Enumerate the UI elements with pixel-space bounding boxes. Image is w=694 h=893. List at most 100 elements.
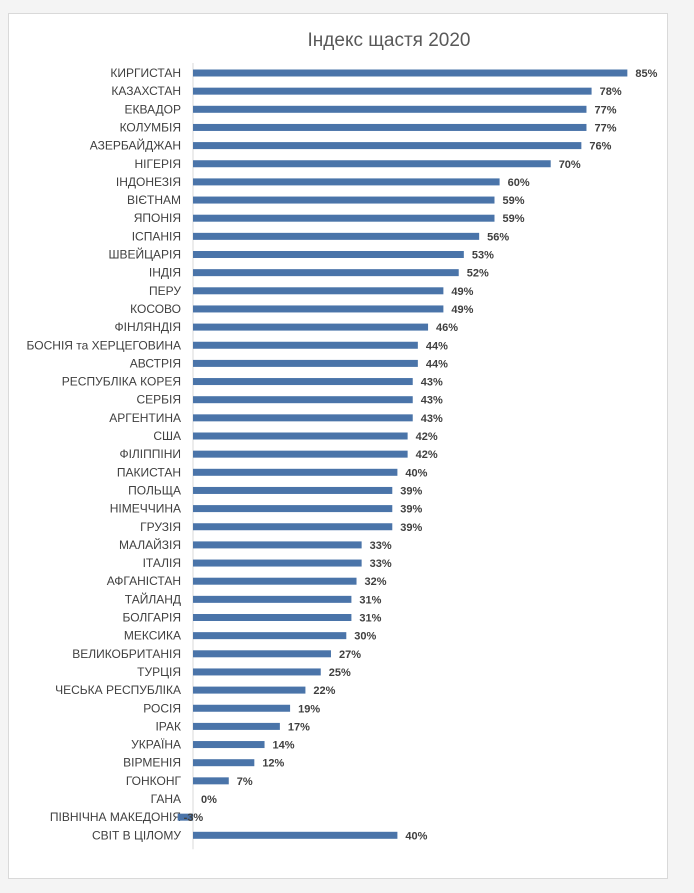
category-label: ВЕЛИКОБРИТАНІЯ [72,647,181,661]
category-label: РЕСПУБЛІКА КОРЕЯ [62,375,181,389]
value-label: 77% [594,122,616,134]
bar [193,650,331,658]
bar [193,69,628,77]
category-label: ВІРМЕНІЯ [123,756,181,770]
category-label: ЧЕСЬКА РЕСПУБЛІКА [55,683,181,697]
category-label: БОЛГАРІЯ [122,611,181,625]
bar [193,704,291,712]
bar [193,287,444,295]
category-label: КИРГИСТАН [110,66,181,80]
bar [193,668,321,676]
category-label: РОСІЯ [143,701,181,715]
category-label: ЯПОНІЯ [134,211,181,225]
value-label: 43% [421,395,443,407]
bar [193,468,398,476]
category-label: ФІНЛЯНДІЯ [115,320,181,334]
value-label: -3% [184,812,204,824]
bar [193,160,551,168]
bar [193,686,306,694]
category-label: ФІЛІППІНИ [119,447,181,461]
category-label: КАЗАХСТАН [111,84,181,98]
value-label: 49% [451,286,473,298]
category-label: АЗЕРБАЙДЖАН [90,138,181,153]
bar [193,486,393,494]
bar [193,577,357,585]
bar [193,432,408,440]
value-label: 52% [467,268,489,280]
bar [193,178,500,186]
value-label: 27% [339,649,361,661]
category-label: АФГАНІСТАН [107,574,181,588]
category-label: ПОЛЬЩА [128,483,181,497]
value-label: 46% [436,322,458,334]
bar [193,632,347,640]
bar [193,523,393,531]
value-label: 14% [273,740,295,752]
category-label: ГОНКОНГ [126,774,182,788]
value-label: 25% [329,667,351,679]
chart-frame: Індекс щастя 2020 КИРГИСТАН 85% КАЗАХСТАН 7… [8,13,668,879]
value-label: 32% [365,576,387,588]
value-label: 39% [400,522,422,534]
value-label: 0% [201,794,217,806]
value-label: 78% [600,86,622,98]
bar [193,831,398,839]
chart-title: Індекс щастя 2020 [308,30,471,51]
category-label: ГРУЗІЯ [140,520,181,534]
value-label: 33% [370,558,392,570]
value-label: 39% [400,485,422,497]
plot-area: КИРГИСТАН 85% КАЗАХСТАН 78% ЕКВАДОР 77% КОЛУМБ… [27,63,658,850]
category-label: ІРАК [155,719,181,733]
value-label: 12% [262,758,284,770]
category-label: ПІВНІЧНА МАКЕДОНІЯ [50,810,181,824]
category-label: ШВЕЙЦАРІЯ [108,247,181,262]
value-label: 40% [405,830,427,842]
category-label: МЕКСИКА [124,629,181,643]
bar [193,595,352,603]
value-label: 19% [298,703,320,715]
value-label: 31% [359,594,381,606]
value-label: 31% [359,613,381,625]
bar [193,232,480,240]
value-label: 53% [472,250,494,262]
value-label: 40% [405,467,427,479]
bar [193,722,280,730]
value-label: 33% [370,540,392,552]
value-label: 56% [487,231,509,243]
category-label: ПЕРУ [149,284,181,298]
value-label: 59% [502,195,524,207]
value-label: 7% [237,776,253,788]
category-label: ГАНА [151,792,181,806]
category-label: ЕКВАДОР [125,102,181,116]
bar [177,813,193,821]
category-label: НІМЕЧЧИНА [110,502,181,516]
bar [193,269,459,277]
value-label: 39% [400,504,422,516]
category-label: ТАЙЛАНД [125,591,181,606]
value-label: 22% [313,685,335,697]
category-label: ІНДІЯ [149,266,181,280]
category-label: СЕРБІЯ [136,393,181,407]
bar [193,196,495,204]
bar [193,87,592,95]
chart: Індекс щастя 2020 КИРГИСТАН 85% КАЗАХСТАН 7… [27,30,658,850]
category-label: ПАКИСТАН [117,465,181,479]
category-label: БОСНІЯ та ХЕРЦЕГОВИНА [27,338,181,352]
value-label: 42% [416,431,438,443]
bar [193,505,393,513]
bar [193,396,413,404]
bar [193,142,582,150]
value-label: 44% [426,358,448,370]
bar [193,759,255,767]
value-label: 42% [416,449,438,461]
bar [193,450,408,458]
category-label: АРГЕНТИНА [109,411,181,425]
value-label: 59% [502,213,524,225]
category-label: КОЛУМБІЯ [120,120,181,134]
category-label: АВСТРІЯ [130,356,181,370]
category-label: ІСПАНІЯ [132,229,181,243]
category-label: ІНДОНЕЗІЯ [116,175,181,189]
category-label: УКРАЇНА [131,738,181,752]
value-label: 17% [288,721,310,733]
category-label: МАЛАЙЗІЯ [119,537,181,552]
